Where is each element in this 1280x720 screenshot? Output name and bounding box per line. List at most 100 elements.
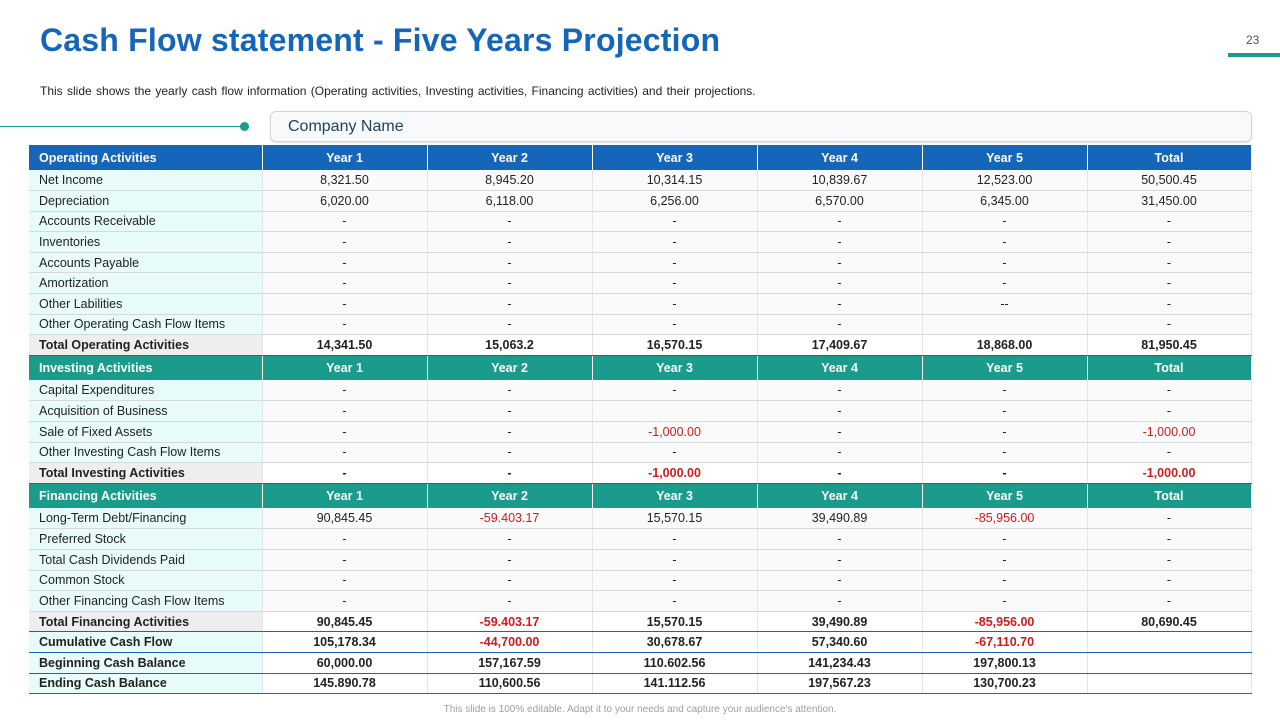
value-cell: -	[262, 549, 428, 571]
row-label: Accounts Receivable	[29, 211, 263, 233]
row-label: Financing Activities	[29, 483, 263, 509]
value-cell: 6,570.00	[757, 190, 923, 212]
value-cell: -	[427, 380, 593, 402]
value-cell: -	[1087, 211, 1252, 233]
value-cell	[1087, 673, 1252, 695]
value-cell: -1,000.00	[1087, 462, 1252, 484]
row-label: Total Cash Dividends Paid	[29, 549, 263, 571]
row-label: Depreciation	[29, 190, 263, 212]
value-cell: 145.890.78	[262, 673, 428, 695]
value-cell: -	[262, 528, 428, 550]
financing-row: Long-Term Debt/Financing 90,845.45 -59.403…	[29, 508, 1252, 530]
value-cell: -	[592, 272, 758, 295]
value-cell: 16,570.15	[592, 334, 758, 356]
value-cell: -	[427, 400, 593, 423]
row-label: Capital Expenditures	[29, 380, 263, 402]
value-cell: -	[592, 528, 758, 550]
row-label: Total Investing Activities	[29, 462, 263, 484]
value-cell: 8,945.20	[427, 170, 593, 192]
value-cell: 17,409.67	[757, 334, 923, 356]
value-cell: -	[427, 442, 593, 464]
value-cell: -	[757, 231, 923, 253]
value-cell: -	[262, 570, 428, 592]
value-cell: 130,700.23	[922, 673, 1088, 695]
value-cell: Year 2	[427, 483, 593, 509]
value-cell: -	[757, 421, 923, 443]
connector-line	[0, 126, 243, 127]
value-cell: -	[262, 380, 428, 402]
value-cell: -	[592, 211, 758, 233]
value-cell: -	[592, 293, 758, 315]
value-cell: 15,063.2	[427, 334, 593, 356]
row-label: Accounts Payable	[29, 252, 263, 274]
operating-header-row: Operating Activities Year 1 Year 2 Year 3 Ye…	[29, 145, 1252, 170]
value-cell: 15,570.15	[592, 610, 758, 633]
operating-row: Net Income 8,321.50 8,945.20 10,314.15 10,83…	[29, 170, 1252, 192]
investing-row: Sale of Fixed Assets - - -1,000.00- - -1,000.…	[29, 421, 1252, 443]
value-cell: -	[262, 314, 428, 336]
value-cell: Year 1	[262, 355, 428, 381]
value-cell: 6,256.00	[592, 190, 758, 212]
row-label: Ending Cash Balance	[29, 673, 263, 695]
value-cell: -	[262, 421, 428, 443]
company-name-box: Company Name	[270, 111, 1252, 142]
value-cell: 81,950.45	[1087, 334, 1252, 356]
operating-row: Depreciation 6,020.00 6,118.00 6,256.00 6,57…	[29, 190, 1252, 212]
value-cell: -	[922, 400, 1088, 423]
value-cell: -	[757, 528, 923, 550]
financing-row: Other Financing Cash Flow Items - - - - - -	[29, 590, 1252, 612]
summary-row: Cumulative Cash Flow 105,178.34 -44,700.00…	[29, 631, 1252, 653]
slide-title: Cash Flow statement - Five Years Project…	[40, 22, 721, 58]
operating-row: Other Operating Cash Flow Items - - - - -	[29, 314, 1252, 336]
value-cell: -	[1087, 314, 1252, 336]
value-cell: Year 3	[592, 483, 758, 509]
value-cell: -1,000.00	[1087, 421, 1252, 443]
row-label: Preferred Stock	[29, 528, 263, 550]
value-cell	[922, 314, 1088, 336]
row-label: Cumulative Cash Flow	[29, 631, 263, 653]
value-cell: -	[427, 570, 593, 592]
value-cell: -	[1087, 442, 1252, 464]
page-number-accent-bar	[1228, 53, 1280, 57]
value-cell: -	[592, 314, 758, 336]
value-cell: Total	[1087, 355, 1252, 381]
value-cell	[1087, 631, 1252, 653]
value-cell: -	[757, 400, 923, 423]
financing-total-row: Total Financing Activities 90,845.45 -59.4…	[29, 610, 1252, 633]
value-cell: 90,845.45	[262, 508, 428, 530]
value-cell: -	[922, 462, 1088, 484]
value-cell: Total	[1087, 145, 1252, 170]
value-cell: -	[1087, 528, 1252, 550]
value-cell: Year 4	[757, 483, 923, 509]
row-label: Investing Activities	[29, 355, 263, 381]
connector-dot	[240, 122, 249, 131]
value-cell: --	[922, 293, 1088, 315]
value-cell: 18,868.00	[922, 334, 1088, 356]
value-cell: -	[592, 570, 758, 592]
value-cell: Year 5	[922, 483, 1088, 509]
value-cell: 6,345.00	[922, 190, 1088, 212]
value-cell: -1,000.00	[592, 462, 758, 484]
value-cell: Year 2	[427, 355, 593, 381]
row-label: Inventories	[29, 231, 263, 253]
investing-total-row: Total Investing Activities - - -1,000.00- - -…	[29, 462, 1252, 484]
row-label: Other Operating Cash Flow Items	[29, 314, 263, 336]
value-cell: 105,178.34	[262, 631, 428, 653]
value-cell: -	[1087, 549, 1252, 571]
value-cell: -	[262, 272, 428, 295]
value-cell: 10,314.15	[592, 170, 758, 192]
investing-row: Acquisition of Business - - - - -	[29, 400, 1252, 423]
operating-row: Inventories - - - - - -	[29, 231, 1252, 253]
row-label: Acquisition of Business	[29, 400, 263, 423]
value-cell: -	[262, 293, 428, 315]
value-cell: -	[592, 442, 758, 464]
value-cell: -	[592, 380, 758, 402]
summary-row: Ending Cash Balance 145.890.78 110,600.56 1…	[29, 673, 1252, 695]
value-cell: -1,000.00	[592, 421, 758, 443]
value-cell: -	[262, 462, 428, 484]
value-cell: -	[757, 380, 923, 402]
value-cell: -	[262, 252, 428, 274]
value-cell: -	[757, 462, 923, 484]
value-cell: 141,234.43	[757, 652, 923, 674]
value-cell: 80,690.45	[1087, 610, 1252, 633]
